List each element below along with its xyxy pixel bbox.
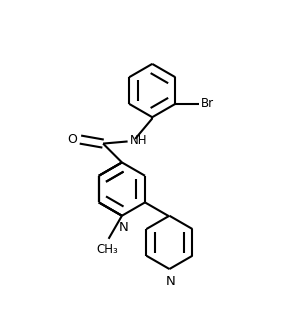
Text: N: N (166, 275, 176, 288)
Text: N: N (118, 221, 128, 235)
Text: O: O (67, 133, 77, 146)
Text: NH: NH (130, 134, 147, 147)
Text: Br: Br (201, 97, 214, 110)
Text: CH₃: CH₃ (96, 243, 118, 256)
